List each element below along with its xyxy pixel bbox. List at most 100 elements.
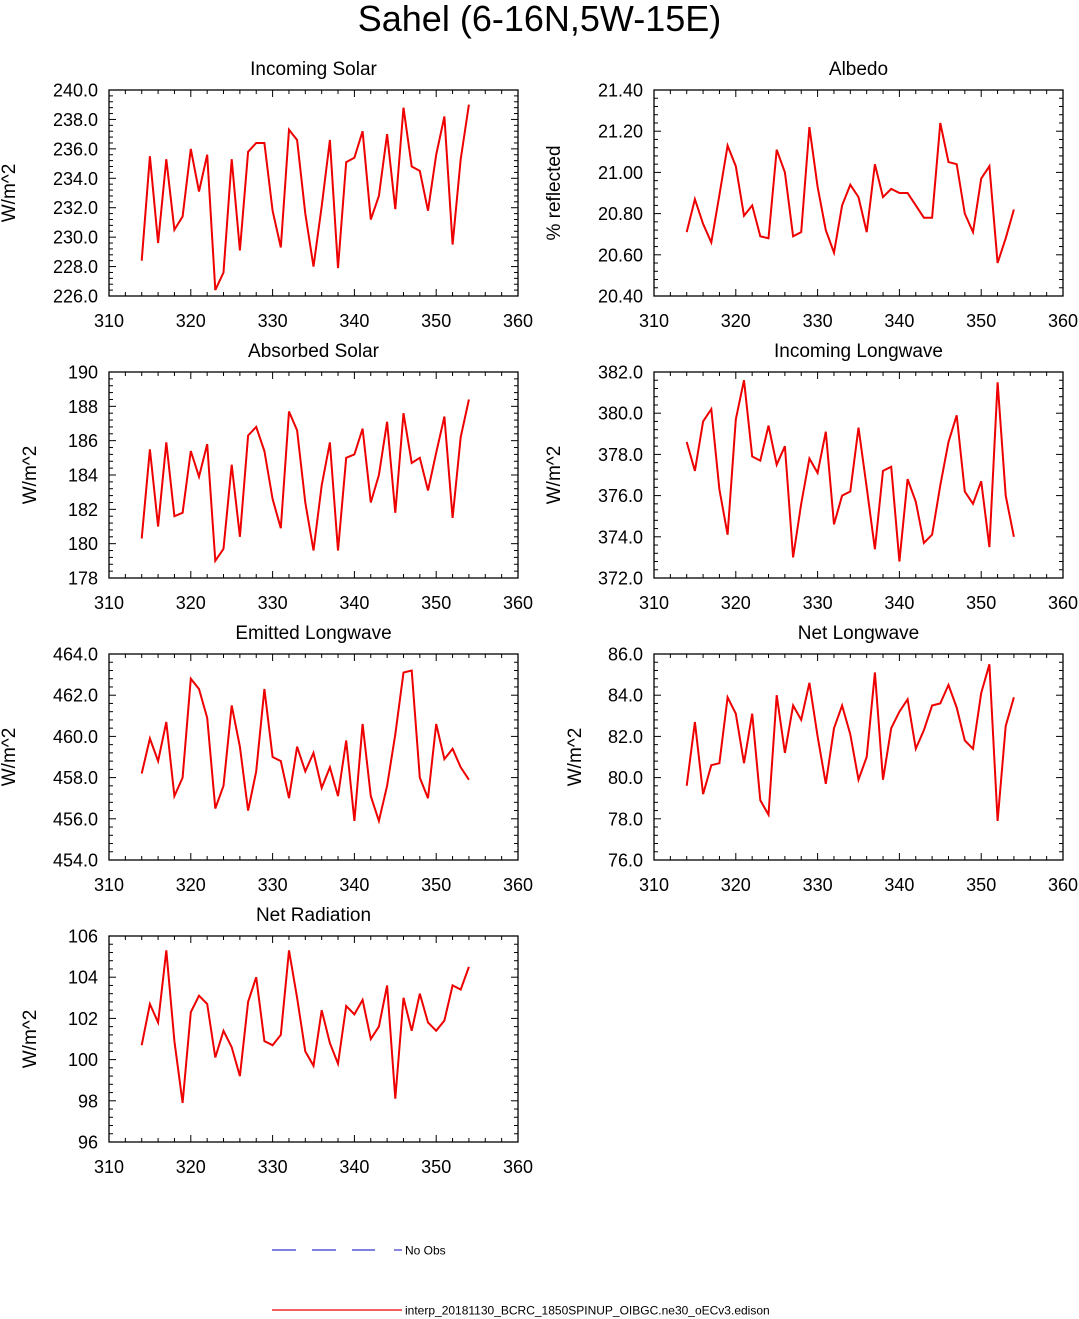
data-point <box>857 778 859 780</box>
data-point <box>410 165 412 167</box>
x-tick-label: 350 <box>966 875 996 895</box>
data-point <box>996 820 998 822</box>
x-tick-label: 330 <box>803 875 833 895</box>
data-point <box>222 271 224 273</box>
y-tick-label: 98 <box>78 1091 98 1111</box>
x-tick-label: 350 <box>421 311 451 331</box>
data-point <box>996 262 998 264</box>
y-tick-label: 230.0 <box>53 228 98 248</box>
data-point <box>759 235 761 237</box>
data-point <box>271 756 273 758</box>
data-point <box>468 778 470 780</box>
data-point <box>165 949 167 951</box>
data-point <box>190 1011 192 1013</box>
data-point <box>296 139 298 141</box>
y-tick-label: 380.0 <box>598 404 643 424</box>
data-point <box>329 441 331 443</box>
series-line <box>140 399 470 564</box>
data-point <box>198 476 200 478</box>
data-point <box>751 455 753 457</box>
data-point <box>386 984 388 986</box>
data-point <box>198 995 200 997</box>
x-tick-label: 310 <box>639 593 669 613</box>
data-point <box>329 766 331 768</box>
data-point <box>947 161 949 163</box>
x-tick-label: 340 <box>339 1157 369 1177</box>
data-point <box>964 490 966 492</box>
data-point <box>410 669 412 671</box>
y-tick-label: 20.80 <box>598 204 643 224</box>
panel-incoming-longwave: 310 320 330 340 350 360 372.0 374.0 376.0 378.0 38… <box>544 341 1078 613</box>
y-tick-label: 378.0 <box>598 445 643 465</box>
data-point <box>165 158 167 160</box>
data-point <box>288 797 290 799</box>
data-point <box>361 723 363 725</box>
data-point <box>427 209 429 211</box>
y-tick-label: 180 <box>68 534 98 554</box>
data-point <box>157 1021 159 1023</box>
data-point <box>394 208 396 210</box>
data-point <box>304 1050 306 1052</box>
data-point <box>239 1075 241 1077</box>
data-point <box>141 259 143 261</box>
data-point <box>726 144 728 146</box>
data-point <box>337 1063 339 1065</box>
data-point <box>353 820 355 822</box>
data-point <box>271 209 273 211</box>
y-tick-label: 238.0 <box>53 110 98 130</box>
data-point <box>1005 237 1007 239</box>
data-point <box>255 770 257 772</box>
data-point <box>181 1102 183 1104</box>
panel-incoming-solar: 310 320 330 340 350 360 226.0 228.0 230.0 232.0 23… <box>0 59 533 331</box>
figure-title: Sahel (6-16N,5W-15E) <box>357 0 722 39</box>
data-point <box>222 785 224 787</box>
data-point <box>825 431 827 433</box>
data-point <box>402 412 404 414</box>
data-point <box>808 457 810 459</box>
data-point <box>686 785 688 787</box>
y-tick-label: 184 <box>68 466 98 486</box>
y-tick-label: 102 <box>68 1009 98 1029</box>
x-tick-label: 330 <box>258 1157 288 1177</box>
data-point <box>726 696 728 698</box>
data-point <box>247 1001 249 1003</box>
series-line <box>140 669 470 825</box>
data-point <box>173 229 175 231</box>
series-line <box>685 122 1015 264</box>
series-line <box>685 664 1015 821</box>
plot-frame <box>653 653 1064 861</box>
y-tick-label: 226.0 <box>53 287 98 307</box>
y-tick-label: 182 <box>68 500 98 520</box>
data-point <box>915 204 917 206</box>
data-point <box>255 426 257 428</box>
data-point <box>874 671 876 673</box>
x-tick-label: 350 <box>966 311 996 331</box>
data-point <box>718 488 720 490</box>
data-point <box>468 398 470 400</box>
data-point <box>410 462 412 464</box>
y-tick-label: 240.0 <box>53 81 98 101</box>
data-point <box>702 223 704 225</box>
data-point <box>825 229 827 231</box>
data-point <box>320 787 322 789</box>
x-tick-label: 310 <box>94 875 124 895</box>
data-point <box>435 451 437 453</box>
data-point <box>451 748 453 750</box>
data-point <box>370 218 372 220</box>
data-point <box>141 1044 143 1046</box>
y-tick-label: 21.20 <box>598 122 643 142</box>
data-point <box>173 1040 175 1042</box>
data-point <box>451 517 453 519</box>
y-tick-label: 82.0 <box>608 727 643 747</box>
x-tick-label: 360 <box>1048 311 1078 331</box>
data-point <box>865 231 867 233</box>
data-point <box>173 515 175 517</box>
data-point <box>206 443 208 445</box>
x-tick-label: 360 <box>503 1157 533 1177</box>
data-point <box>280 246 282 248</box>
y-tick-label: 236.0 <box>53 139 98 159</box>
data-point <box>296 429 298 431</box>
x-tick-label: 340 <box>884 311 914 331</box>
x-tick-label: 340 <box>339 593 369 613</box>
data-point <box>231 704 233 706</box>
